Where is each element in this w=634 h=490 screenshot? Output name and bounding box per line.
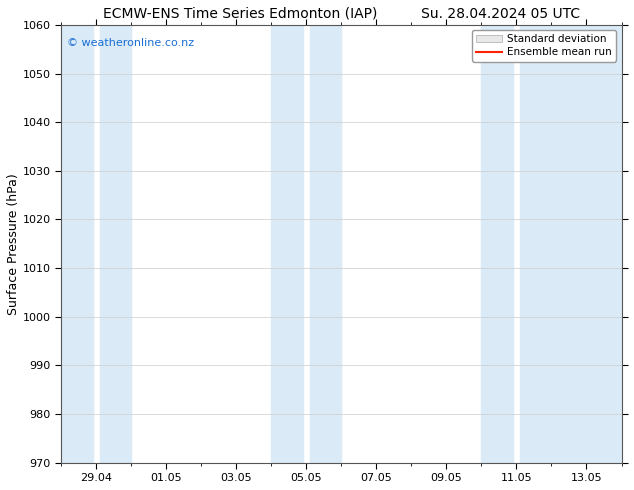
Bar (100, 25, 131, 463)
Bar (481, 25, 513, 463)
Legend: Standard deviation, Ensemble mean run: Standard deviation, Ensemble mean run (472, 30, 616, 62)
Bar (520, 25, 621, 463)
Title: ECMW-ENS Time Series Edmonton (IAP)          Su. 28.04.2024 05 UTC: ECMW-ENS Time Series Edmonton (IAP) Su. … (103, 7, 580, 21)
Bar (310, 25, 341, 463)
Y-axis label: Surface Pressure (hPa): Surface Pressure (hPa) (7, 173, 20, 315)
Bar (61, 25, 93, 463)
Text: © weatheronline.co.nz: © weatheronline.co.nz (67, 38, 194, 48)
Bar (271, 25, 303, 463)
